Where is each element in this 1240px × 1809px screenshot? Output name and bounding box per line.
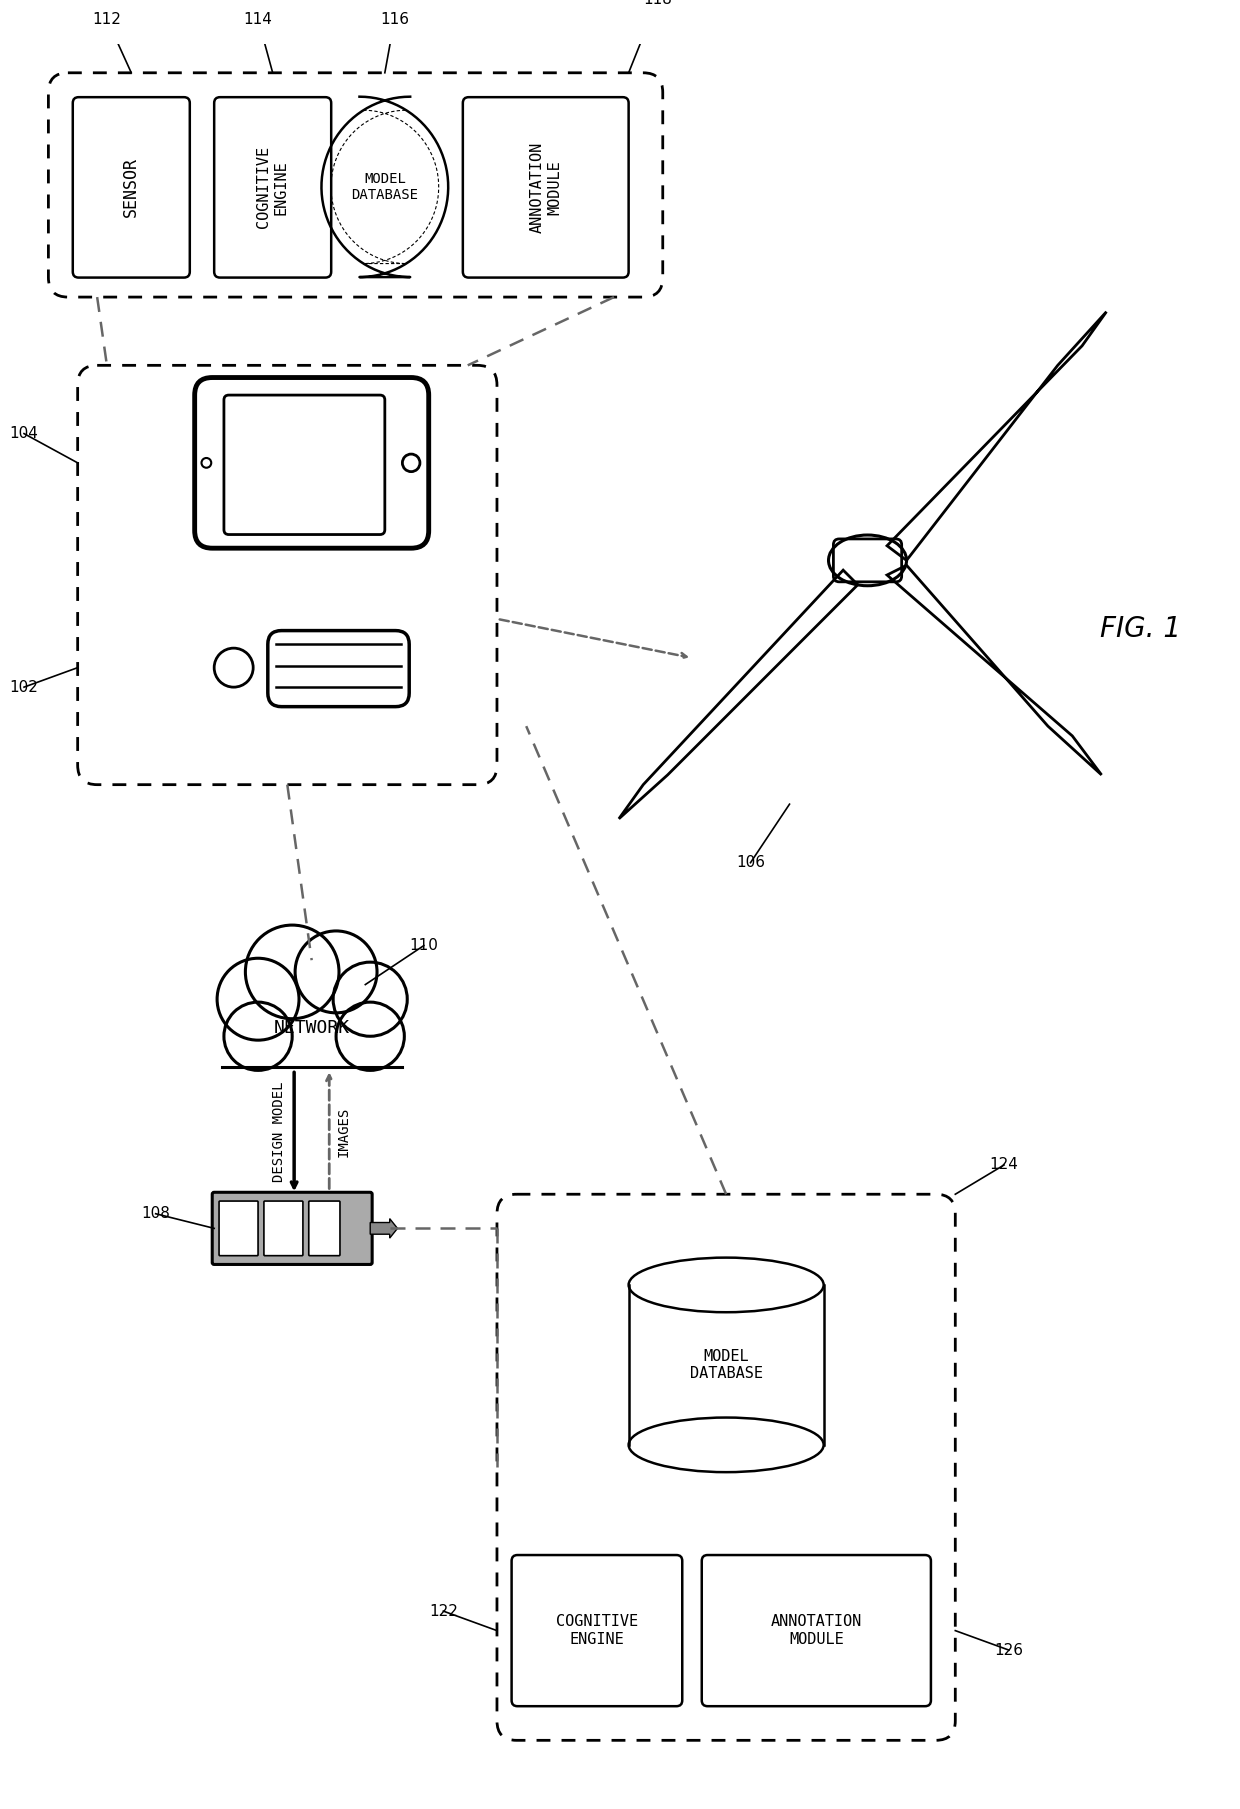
Text: 108: 108 — [141, 1207, 170, 1221]
Text: MODEL
DATABASE: MODEL DATABASE — [351, 172, 418, 203]
Text: IMAGES: IMAGES — [337, 1107, 351, 1158]
Text: 118: 118 — [644, 0, 672, 7]
FancyArrow shape — [371, 1219, 398, 1237]
Text: SENSOR: SENSOR — [123, 157, 140, 217]
Circle shape — [295, 932, 377, 1013]
FancyBboxPatch shape — [264, 1201, 303, 1255]
Circle shape — [246, 924, 339, 1018]
Text: FIG. 1: FIG. 1 — [1100, 615, 1180, 642]
Circle shape — [336, 1002, 404, 1071]
Text: 122: 122 — [429, 1603, 458, 1619]
FancyBboxPatch shape — [212, 1192, 372, 1264]
Text: COGNITIVE
ENGINE: COGNITIVE ENGINE — [556, 1614, 639, 1646]
Text: 106: 106 — [737, 856, 765, 870]
Text: 116: 116 — [381, 11, 409, 27]
Text: DESIGN MODEL: DESIGN MODEL — [273, 1082, 286, 1181]
Text: NETWORK: NETWORK — [274, 1020, 350, 1037]
Text: 102: 102 — [10, 680, 38, 695]
Text: 112: 112 — [93, 11, 122, 27]
Circle shape — [224, 1002, 293, 1071]
Text: 126: 126 — [994, 1643, 1023, 1657]
Text: 110: 110 — [409, 939, 438, 953]
Text: 114: 114 — [243, 11, 273, 27]
Circle shape — [334, 962, 407, 1037]
FancyBboxPatch shape — [219, 1201, 258, 1255]
FancyBboxPatch shape — [309, 1201, 340, 1255]
Text: 124: 124 — [990, 1158, 1018, 1172]
Circle shape — [217, 959, 299, 1040]
Text: COGNITIVE
ENGINE: COGNITIVE ENGINE — [257, 147, 289, 228]
Text: ANNOTATION
MODULE: ANNOTATION MODULE — [529, 141, 562, 233]
Text: ANNOTATION
MODULE: ANNOTATION MODULE — [771, 1614, 862, 1646]
Text: 104: 104 — [10, 427, 38, 441]
Ellipse shape — [219, 997, 404, 1069]
Text: MODEL
DATABASE: MODEL DATABASE — [689, 1350, 763, 1380]
